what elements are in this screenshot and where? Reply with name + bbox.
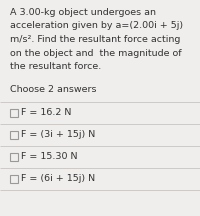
Text: acceleration given by a=(2.00i + 5j): acceleration given by a=(2.00i + 5j)	[10, 22, 183, 30]
Text: F = (6i + 15j) N: F = (6i + 15j) N	[21, 174, 95, 183]
Bar	[10, 175, 18, 183]
Bar	[10, 130, 18, 138]
Bar	[10, 152, 18, 160]
Text: F = (3i + 15j) N: F = (3i + 15j) N	[21, 130, 95, 139]
Text: Choose 2 answers: Choose 2 answers	[10, 86, 96, 95]
Text: m/s². Find the resultant force acting: m/s². Find the resultant force acting	[10, 35, 180, 44]
Text: on the object and  the magnitude of: on the object and the magnitude of	[10, 49, 182, 57]
Text: F = 15.30 N: F = 15.30 N	[21, 152, 78, 161]
Text: the resultant force.: the resultant force.	[10, 62, 101, 71]
Bar	[10, 108, 18, 116]
Text: A 3.00-kg object undergoes an: A 3.00-kg object undergoes an	[10, 8, 156, 17]
Text: F = 16.2 N: F = 16.2 N	[21, 108, 71, 117]
